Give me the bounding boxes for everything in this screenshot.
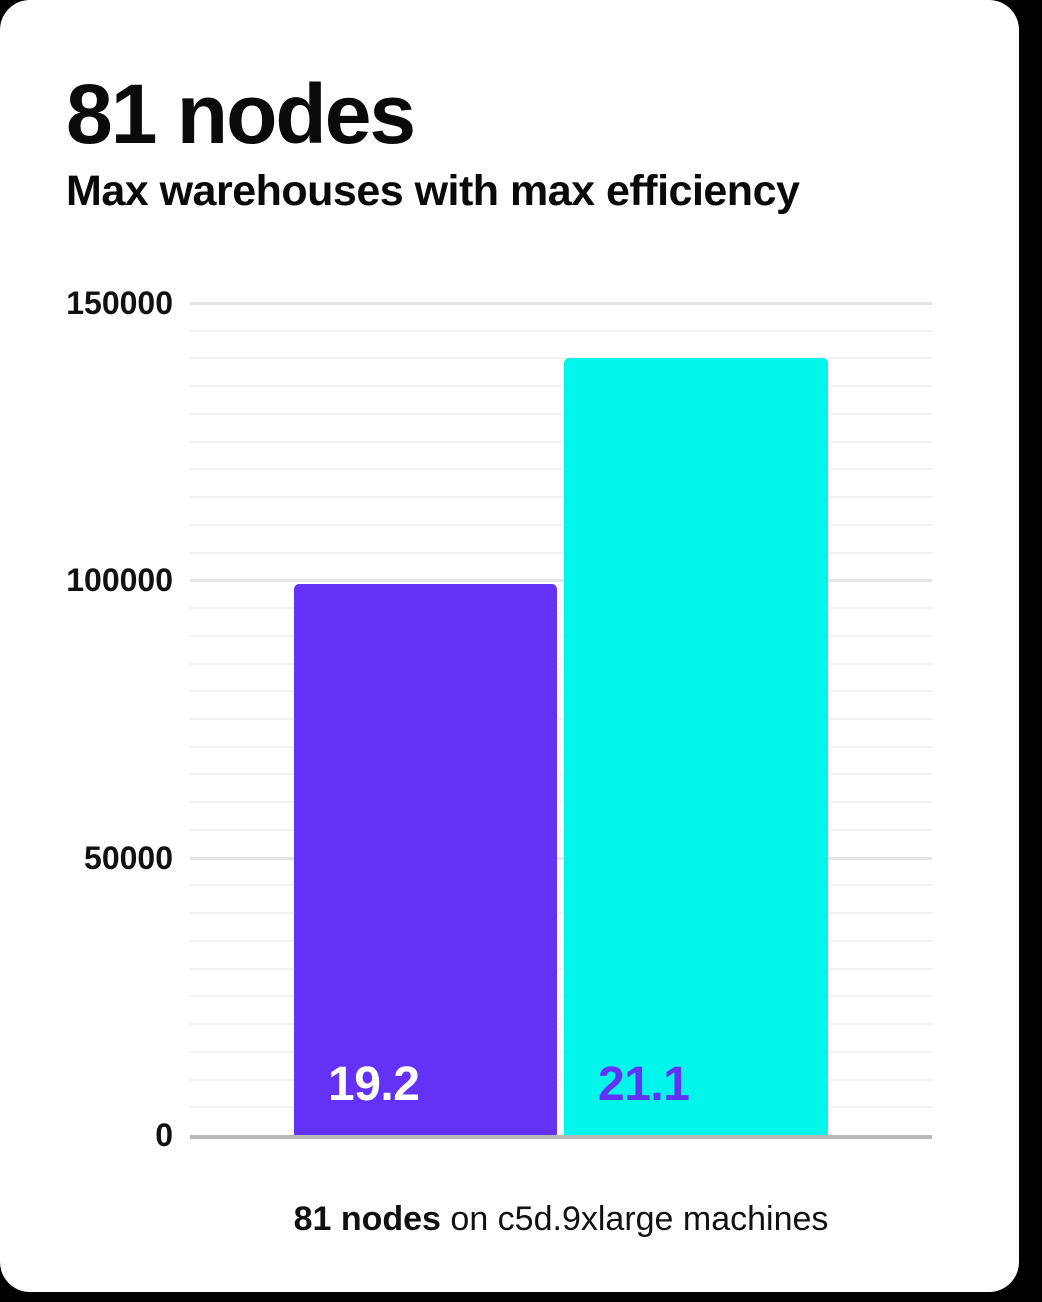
bar-2: 21.1: [564, 358, 828, 1135]
minor-gridline: [190, 523, 932, 526]
minor-gridline: [190, 1023, 932, 1026]
bar-value-label-1: 19.2: [328, 1058, 420, 1111]
major-gridline: [190, 302, 932, 305]
major-gridline: [190, 579, 932, 583]
y-axis-labels: 150000 100000 50000 0: [0, 0, 173, 1302]
minor-gridline: [190, 634, 932, 637]
minor-gridline: [190, 995, 932, 998]
minor-gridline: [190, 357, 932, 360]
minor-gridline: [190, 1050, 932, 1053]
minor-gridline: [190, 939, 932, 942]
minor-gridline: [190, 385, 932, 388]
y-axis-tick-label: 100000: [66, 562, 173, 599]
caption-regular-text: on c5d.9xlarge machines: [440, 1200, 829, 1238]
chart-card: 81 nodes Max warehouses with max efficie…: [0, 0, 1019, 1292]
chart-subtitle: Max warehouses with max efficiency: [66, 167, 800, 215]
minor-gridline: [190, 607, 932, 610]
chart-title: 81 nodes: [66, 67, 416, 161]
caption-bold-text: 81 nodes: [293, 1200, 441, 1238]
minor-gridline: [190, 773, 932, 776]
minor-gridline: [190, 662, 932, 665]
bar-value-label-2: 21.1: [598, 1058, 690, 1111]
minor-gridline: [190, 745, 932, 748]
minor-gridline: [190, 412, 932, 415]
bar-1: 19.2: [294, 584, 557, 1135]
minor-gridline: [190, 468, 932, 471]
minor-gridline: [190, 828, 932, 831]
y-axis-tick-label: 0: [155, 1117, 173, 1153]
minor-gridline: [190, 496, 932, 499]
minor-gridline: [190, 329, 932, 332]
minor-gridline: [190, 884, 932, 887]
minor-gridline: [190, 718, 932, 720]
x-axis-line: [190, 1135, 932, 1139]
minor-gridline: [190, 801, 932, 804]
major-gridline: [190, 856, 932, 860]
chart-caption: 81 nodes on c5d.9xlarge machines: [190, 1200, 932, 1239]
minor-gridline: [190, 1078, 932, 1081]
minor-gridline: [190, 912, 932, 915]
minor-gridline: [190, 1106, 932, 1109]
minor-gridline: [190, 440, 932, 443]
minor-gridline: [190, 967, 932, 970]
minor-gridline: [190, 551, 932, 554]
y-axis-tick-label: 50000: [84, 839, 173, 876]
y-axis-tick-label: 150000: [66, 285, 173, 321]
minor-gridline: [190, 690, 932, 693]
plot-area: 19.2 21.1: [190, 302, 932, 1135]
